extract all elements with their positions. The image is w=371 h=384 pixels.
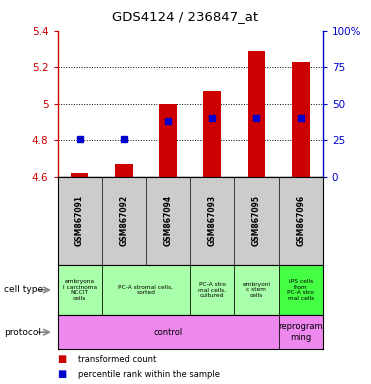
Text: embryona
l carcinoma
NCCIT
cells: embryona l carcinoma NCCIT cells bbox=[63, 279, 97, 301]
Bar bbox=[58, 265, 102, 315]
Text: transformed count: transformed count bbox=[78, 354, 156, 364]
Text: embryoni
c stem
cells: embryoni c stem cells bbox=[243, 281, 270, 298]
Bar bbox=[102, 265, 190, 315]
Text: protocol: protocol bbox=[4, 328, 41, 337]
Bar bbox=[247, 51, 265, 177]
Text: ■: ■ bbox=[58, 369, 67, 379]
Bar bbox=[71, 173, 88, 177]
Bar bbox=[58, 315, 279, 349]
Text: percentile rank within the sample: percentile rank within the sample bbox=[78, 370, 220, 379]
Bar bbox=[279, 265, 323, 315]
Bar bbox=[190, 265, 234, 315]
Text: reprogram
ming: reprogram ming bbox=[278, 323, 323, 342]
Text: GSM867094: GSM867094 bbox=[164, 195, 173, 247]
Text: GSM867091: GSM867091 bbox=[75, 195, 84, 247]
Bar bbox=[115, 164, 133, 177]
Bar bbox=[159, 104, 177, 177]
Text: GSM867093: GSM867093 bbox=[208, 195, 217, 247]
Text: GSM867092: GSM867092 bbox=[119, 195, 128, 247]
Bar bbox=[234, 265, 279, 315]
Bar bbox=[292, 62, 309, 177]
Text: GSM867095: GSM867095 bbox=[252, 195, 261, 246]
Text: ■: ■ bbox=[58, 354, 67, 364]
Bar bbox=[203, 91, 221, 177]
Text: control: control bbox=[153, 328, 183, 337]
Text: GDS4124 / 236847_at: GDS4124 / 236847_at bbox=[112, 10, 259, 23]
Text: iPS cells
from
PC-A stro
mal cells: iPS cells from PC-A stro mal cells bbox=[287, 279, 314, 301]
Text: GSM867096: GSM867096 bbox=[296, 195, 305, 247]
Text: PC-A stromal cells,
sorted: PC-A stromal cells, sorted bbox=[118, 285, 173, 295]
Text: PC-A stro
mal cells,
cultured: PC-A stro mal cells, cultured bbox=[198, 281, 226, 298]
Text: cell type: cell type bbox=[4, 285, 43, 295]
Bar bbox=[279, 315, 323, 349]
